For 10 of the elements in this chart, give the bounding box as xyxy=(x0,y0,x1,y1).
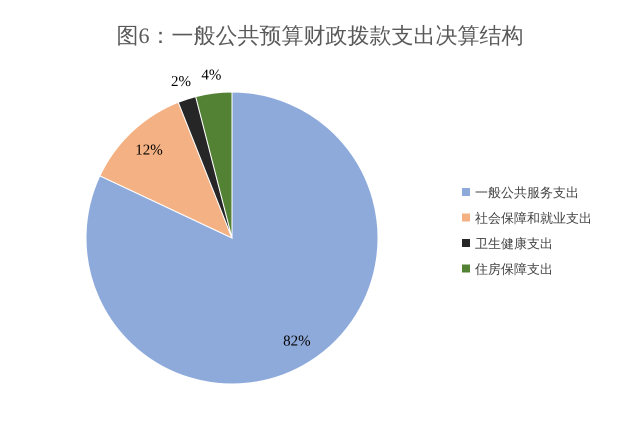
legend-label: 住房保障支出 xyxy=(474,262,553,276)
data-label: 12% xyxy=(135,142,163,159)
chart-title: 图6：一般公共预算财政拨款支出决算结构 xyxy=(116,23,524,48)
pie-slice xyxy=(86,92,378,384)
legend-label: 社会保障和就业支出 xyxy=(475,210,592,226)
data-label: 82% xyxy=(283,333,311,350)
legend-label: 一般公共服务支出 xyxy=(475,185,579,200)
data-label: 4% xyxy=(201,67,222,84)
legend-label: 卫生健康支出 xyxy=(475,236,553,251)
data-label: 2% xyxy=(171,74,192,90)
